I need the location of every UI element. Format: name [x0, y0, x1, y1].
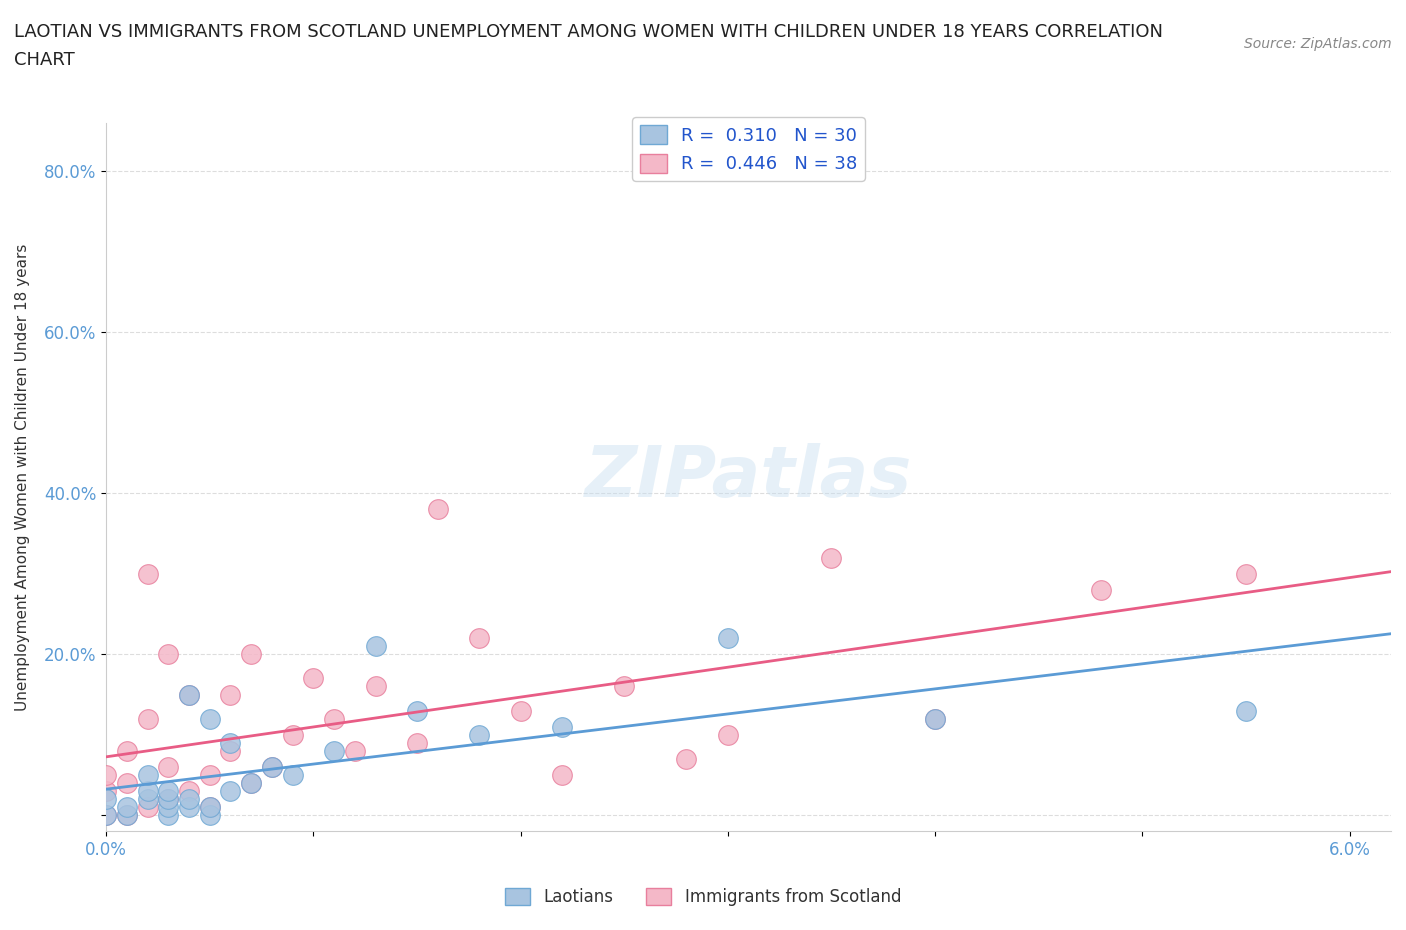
- Point: [675, 751, 697, 766]
- Point: [136, 791, 159, 806]
- Point: [551, 767, 574, 782]
- Point: [613, 679, 636, 694]
- Point: [94, 808, 117, 823]
- Point: [717, 727, 740, 742]
- Point: [1234, 703, 1257, 718]
- Point: [343, 743, 366, 758]
- Point: [157, 791, 180, 806]
- Point: [157, 808, 180, 823]
- Point: [406, 703, 429, 718]
- Point: [115, 800, 138, 815]
- Point: [406, 736, 429, 751]
- Point: [198, 767, 221, 782]
- Point: [94, 791, 117, 806]
- Point: [157, 800, 180, 815]
- Point: [240, 776, 263, 790]
- Point: [820, 551, 842, 565]
- Point: [94, 767, 117, 782]
- Point: [1090, 582, 1112, 597]
- Point: [136, 767, 159, 782]
- Point: [198, 800, 221, 815]
- Point: [281, 727, 304, 742]
- Point: [240, 647, 263, 662]
- Point: [240, 776, 263, 790]
- Point: [115, 776, 138, 790]
- Point: [115, 808, 138, 823]
- Point: [302, 671, 325, 685]
- Point: [260, 760, 283, 775]
- Point: [115, 743, 138, 758]
- Point: [177, 791, 200, 806]
- Point: [177, 784, 200, 799]
- Point: [551, 719, 574, 734]
- Point: [219, 687, 242, 702]
- Point: [136, 800, 159, 815]
- Point: [136, 711, 159, 726]
- Point: [157, 647, 180, 662]
- Point: [323, 711, 346, 726]
- Point: [157, 760, 180, 775]
- Point: [509, 703, 531, 718]
- Point: [468, 631, 491, 645]
- Text: CHART: CHART: [14, 51, 75, 69]
- Legend: Laotians, Immigrants from Scotland: Laotians, Immigrants from Scotland: [498, 881, 908, 912]
- Point: [136, 566, 159, 581]
- Point: [115, 808, 138, 823]
- Point: [94, 808, 117, 823]
- Point: [281, 767, 304, 782]
- Point: [198, 800, 221, 815]
- Point: [924, 711, 946, 726]
- Point: [364, 679, 387, 694]
- Point: [177, 687, 200, 702]
- Point: [717, 631, 740, 645]
- Point: [468, 727, 491, 742]
- Point: [323, 743, 346, 758]
- Point: [924, 711, 946, 726]
- Point: [426, 502, 449, 517]
- Y-axis label: Unemployment Among Women with Children Under 18 years: Unemployment Among Women with Children U…: [15, 244, 30, 711]
- Point: [157, 784, 180, 799]
- Text: Source: ZipAtlas.com: Source: ZipAtlas.com: [1244, 37, 1392, 51]
- Point: [198, 808, 221, 823]
- Point: [94, 784, 117, 799]
- Point: [198, 711, 221, 726]
- Point: [1234, 566, 1257, 581]
- Point: [157, 791, 180, 806]
- Point: [219, 736, 242, 751]
- Point: [260, 760, 283, 775]
- Text: ZIPatlas: ZIPatlas: [585, 443, 912, 512]
- Text: LAOTIAN VS IMMIGRANTS FROM SCOTLAND UNEMPLOYMENT AMONG WOMEN WITH CHILDREN UNDER: LAOTIAN VS IMMIGRANTS FROM SCOTLAND UNEM…: [14, 23, 1163, 41]
- Point: [364, 639, 387, 654]
- Point: [219, 784, 242, 799]
- Point: [177, 687, 200, 702]
- Point: [136, 784, 159, 799]
- Point: [177, 800, 200, 815]
- Legend: R =  0.310   N = 30, R =  0.446   N = 38: R = 0.310 N = 30, R = 0.446 N = 38: [633, 117, 865, 180]
- Point: [219, 743, 242, 758]
